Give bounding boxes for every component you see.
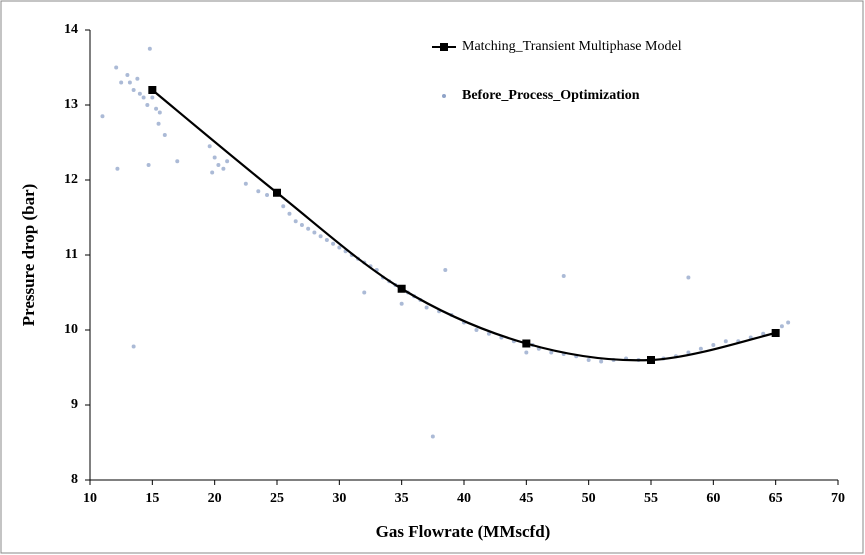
y-tick-label: 13 (64, 97, 78, 112)
x-tick-label: 55 (644, 491, 658, 506)
scatter-point (212, 155, 217, 160)
y-tick-label: 11 (65, 247, 78, 262)
scatter-point (686, 275, 691, 280)
scatter-point (175, 159, 180, 164)
scatter-point (141, 95, 146, 100)
scatter-point (723, 339, 728, 344)
scatter-point (147, 46, 152, 51)
x-tick-label: 15 (145, 491, 159, 506)
scatter-point (114, 65, 119, 70)
scatter-point (225, 159, 230, 164)
scatter-point (786, 320, 791, 325)
scatter-point (115, 166, 120, 171)
scatter-point (779, 324, 784, 329)
y-tick-label: 9 (71, 397, 78, 412)
scatter-point (154, 106, 159, 111)
scatter-point (430, 434, 435, 439)
scatter-point (135, 76, 140, 81)
scatter-point (131, 344, 136, 349)
scatter-point (331, 241, 336, 246)
scatter-point (599, 359, 604, 364)
scatter-point (362, 290, 367, 295)
x-tick-label: 60 (706, 491, 720, 506)
scatter-point (299, 223, 304, 227)
x-tick-label: 25 (270, 491, 284, 506)
scatter-point (287, 211, 292, 216)
y-tick-label: 8 (71, 472, 78, 487)
x-tick-label: 65 (769, 491, 783, 506)
scatter-point (443, 268, 448, 272)
scatter-point (216, 163, 221, 167)
scatter-point (424, 305, 429, 310)
x-axis-label: Gas Flowrate (MMscfd) (376, 522, 551, 541)
x-tick-label: 45 (519, 491, 533, 506)
scatter-point (145, 103, 150, 107)
scatter-point (125, 73, 130, 77)
scatter-point (686, 350, 691, 355)
scatter-point (127, 80, 132, 85)
scatter-point (698, 346, 703, 351)
model-marker (522, 339, 531, 348)
model-marker (148, 86, 157, 94)
scatter-point (524, 350, 529, 355)
scatter-point (137, 91, 142, 96)
scatter-point (146, 163, 151, 167)
scatter-point (119, 80, 124, 85)
scatter-point (150, 95, 155, 100)
scatter-point (474, 328, 479, 332)
scatter-point (293, 219, 298, 224)
legend-label: Before_Process_Optimization (462, 88, 640, 103)
scatter-point (586, 358, 591, 362)
scatter-point (486, 331, 491, 336)
scatter-point (761, 331, 766, 336)
x-tick-label: 20 (208, 491, 222, 506)
x-tick-label: 35 (395, 491, 409, 506)
model-marker (397, 284, 406, 293)
model-marker (771, 329, 780, 337)
x-tick-label: 70 (831, 491, 845, 506)
scatter-point (399, 301, 404, 306)
scatter-point (221, 166, 226, 171)
y-tick-label: 14 (64, 22, 78, 37)
scatter-point (337, 245, 342, 250)
scatter-point (210, 170, 215, 175)
scatter-point (306, 226, 311, 231)
scatter-point (100, 114, 105, 119)
scatter-point (561, 274, 566, 278)
scatter-point (265, 193, 270, 197)
y-axis-label: Pressure drop (bar) (19, 184, 38, 327)
x-tick-label: 40 (457, 491, 471, 506)
model-line (151, 89, 776, 362)
x-tick-label: 30 (332, 491, 346, 506)
scatter-point (324, 238, 329, 242)
scatter-point (549, 350, 554, 355)
scatter-point (256, 189, 261, 194)
scatter-point (318, 234, 323, 239)
scatter-point (131, 88, 136, 92)
scatter-point (312, 230, 317, 235)
scatter-point (243, 181, 248, 186)
y-tick-label: 10 (64, 322, 78, 337)
scatter-point (162, 133, 167, 137)
legend-marker (440, 43, 448, 51)
legend-marker (442, 94, 446, 98)
scatter-point (157, 110, 162, 115)
scatter-point (156, 121, 161, 126)
scatter-point (281, 204, 286, 209)
scatter-point (711, 343, 716, 347)
x-tick-label: 10 (83, 491, 97, 506)
model-marker (647, 356, 655, 364)
y-tick-label: 12 (64, 172, 78, 187)
scatter-point (207, 144, 212, 149)
model-marker (273, 188, 281, 197)
x-tick-label: 50 (582, 491, 596, 506)
legend-label: Matching_Transient Multiphase Model (462, 39, 682, 54)
